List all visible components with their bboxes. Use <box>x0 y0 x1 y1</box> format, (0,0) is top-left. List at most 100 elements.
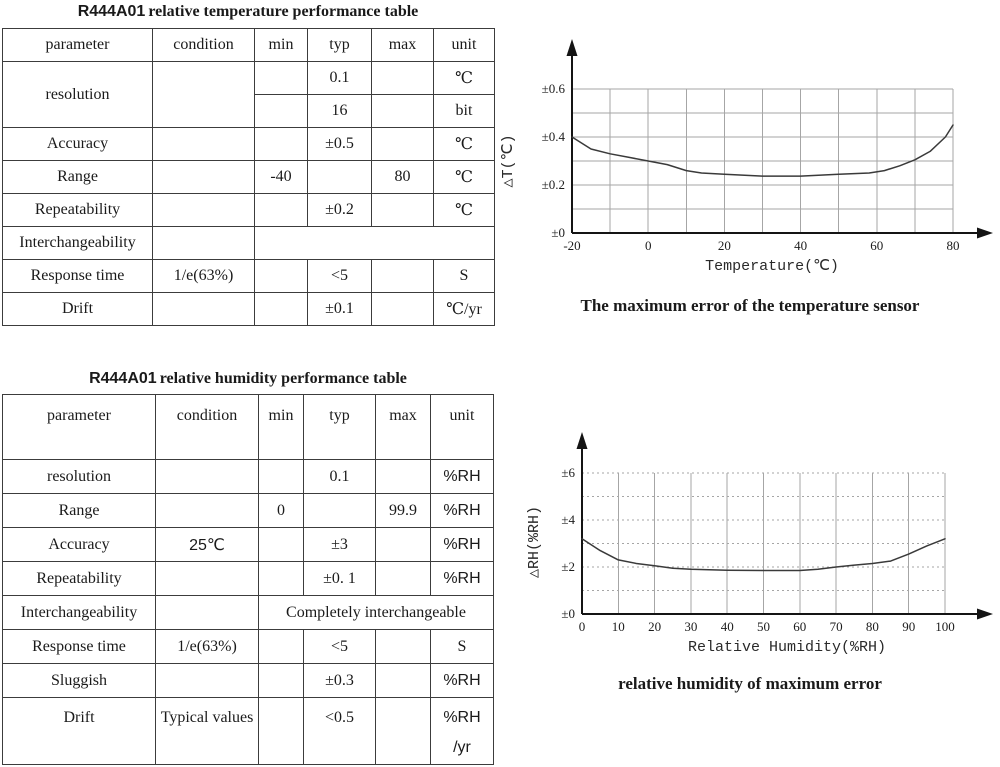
temperature-table-title-text: relative temperature performance table <box>148 3 419 20</box>
column-header-condition: condition <box>155 394 259 460</box>
table-row: Accuracy ±0.5 ℃ <box>2 127 495 161</box>
table-cell <box>375 561 431 596</box>
x-tick-label: 40 <box>794 238 807 253</box>
table-cell: 0.1 <box>307 61 372 95</box>
table-cell: Interchangeability <box>2 226 153 260</box>
column-header-typ: typ <box>307 28 372 62</box>
temperature-performance-table: parameter condition min typ max unit res… <box>2 28 495 326</box>
y-axis-arrow-icon <box>566 39 578 56</box>
table-header-row: parameter condition min typ max unit <box>2 28 495 62</box>
model-number: R444A01 <box>77 3 146 20</box>
x-tick-label: 60 <box>793 619 806 634</box>
x-tick-label: 40 <box>721 619 734 634</box>
table-row: Interchangeability Completely interchange… <box>2 595 494 630</box>
x-tick-label: 30 <box>684 619 697 634</box>
table-row: Response time 1/e(63%) <5 S <box>2 259 495 293</box>
table-cell: S <box>430 629 494 664</box>
table-cell: ±0.3 <box>303 663 376 698</box>
table-cell: resolution <box>2 61 153 128</box>
table-cell: Repeatability <box>2 561 156 596</box>
table-row: resolution 0.1 %RH <box>2 459 494 494</box>
table-cell <box>371 127 434 161</box>
table-cell: -40 <box>254 160 308 194</box>
table-cell: ℃ <box>433 160 495 194</box>
table-cell <box>152 127 255 161</box>
table-cell <box>152 160 255 194</box>
humidity-error-curve <box>581 538 946 572</box>
table-cell <box>155 663 259 698</box>
table-cell <box>254 259 308 293</box>
table-cell: 80 <box>371 160 434 194</box>
column-header-parameter: parameter <box>2 394 156 460</box>
x-tick-label: 70 <box>830 619 843 634</box>
table-cell: Drift <box>2 292 153 326</box>
x-axis-tick-labels: -20 0 20 40 60 80 <box>563 238 959 253</box>
table-cell: ±0. 1 <box>303 561 376 596</box>
x-axis-arrow-icon <box>977 227 993 239</box>
table-row: Sluggish ±0.3 %RH <box>2 663 494 698</box>
temperature-chart-caption: The maximum error of the temperature sen… <box>580 296 920 315</box>
table-cell <box>258 663 304 698</box>
table-cell: %RH <box>430 561 494 596</box>
column-header-typ: typ <box>303 394 376 460</box>
table-cell <box>155 459 259 494</box>
column-header-parameter: parameter <box>2 28 153 62</box>
x-tick-label: 80 <box>947 238 960 253</box>
table-cell: <5 <box>307 259 372 293</box>
table-cell: %RH <box>430 663 494 698</box>
y-tick-label: ±6 <box>561 465 575 480</box>
table-cell <box>152 61 255 128</box>
table-cell <box>303 493 376 528</box>
table-cell <box>371 259 434 293</box>
humidity-table-title-text: relative humidity performance table <box>159 370 407 387</box>
x-tick-label: 60 <box>870 238 883 253</box>
table-row: Interchangeability <box>2 226 495 260</box>
x-axis-arrow-icon <box>977 608 993 620</box>
y-tick-label: ±0 <box>561 606 575 621</box>
table-cell <box>371 61 434 95</box>
humidity-performance-table: parameter condition min typ max unit res… <box>2 394 494 765</box>
table-cell <box>375 459 431 494</box>
y-axis-label: △RH(%RH) <box>526 506 543 578</box>
column-header-unit: unit <box>430 394 494 460</box>
table-cell: ±0.1 <box>307 292 372 326</box>
x-tick-label: 80 <box>866 619 879 634</box>
table-cell <box>155 561 259 596</box>
table-cell: ℃ <box>433 61 495 95</box>
table-cell: ℃/yr <box>433 292 495 326</box>
table-row: Drift Typical values <0.5 %RH /yr <box>2 697 494 765</box>
table-cell <box>155 595 259 630</box>
table-cell <box>254 226 495 260</box>
column-header-min: min <box>254 28 308 62</box>
table-cell: 25℃ <box>155 527 259 562</box>
chart-grid <box>572 88 954 233</box>
x-tick-label: 20 <box>648 619 661 634</box>
table-row: resolution 0.1 ℃ <box>2 61 495 128</box>
table-cell <box>258 459 304 494</box>
table-cell <box>375 697 431 765</box>
humidity-table-title: R444A01 relative humidity performance tab… <box>2 370 494 388</box>
table-cell <box>375 527 431 562</box>
table-cell: <0.5 <box>303 697 376 765</box>
table-cell <box>371 193 434 227</box>
table-row: Repeatability ±0. 1 %RH <box>2 561 494 596</box>
y-axis-tick-labels: ±0 ±0.2 ±0.4 ±0.6 <box>542 81 566 240</box>
x-tick-label: 0 <box>579 619 586 634</box>
table-cell: 99.9 <box>375 493 431 528</box>
table-cell <box>254 61 308 95</box>
temperature-error-chart: ±0 ±0.2 ±0.4 ±0.6 -20 0 20 40 60 80 Temperature(… <box>500 39 993 275</box>
table-cell: %RH <box>430 527 494 562</box>
table-cell: ℃ <box>433 127 495 161</box>
table-cell: Typical values <box>155 697 259 765</box>
chart-grid <box>582 472 946 614</box>
table-cell: Response time <box>2 629 156 664</box>
y-axis-label: △T(℃) <box>500 135 517 188</box>
table-cell <box>375 663 431 698</box>
table-cell: resolution <box>2 459 156 494</box>
table-cell: ±0.2 <box>307 193 372 227</box>
table-cell: S <box>433 259 495 293</box>
temperature-error-curve <box>571 124 954 177</box>
y-tick-label: ±0.4 <box>542 129 566 144</box>
table-cell: ±0.5 <box>307 127 372 161</box>
column-header-unit: unit <box>433 28 495 62</box>
